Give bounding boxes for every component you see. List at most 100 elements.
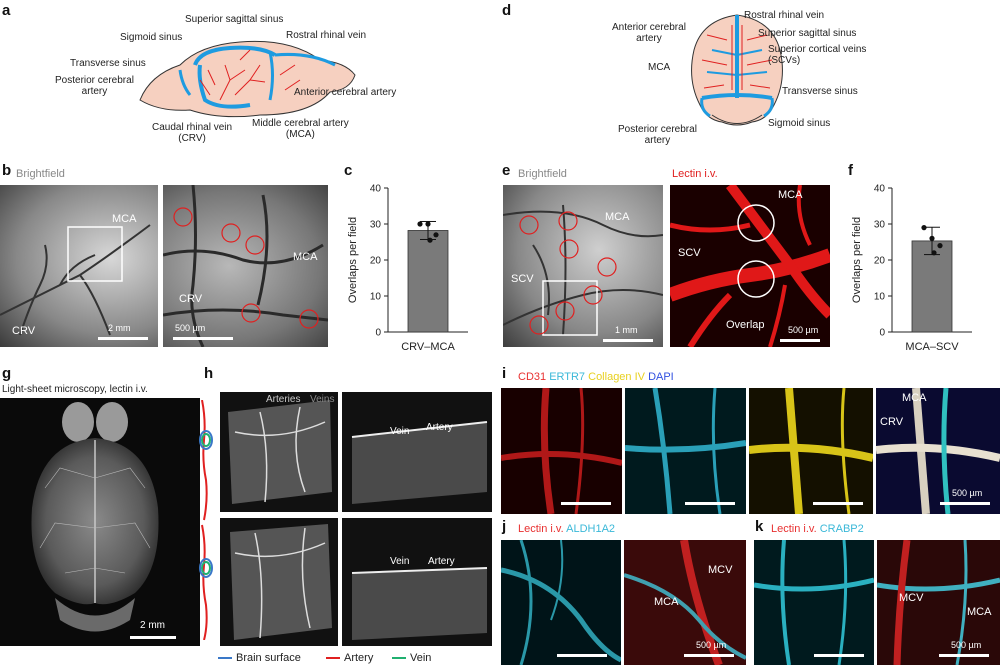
lateral-brain-diagram xyxy=(139,40,356,118)
k-scalebar-2 xyxy=(939,654,989,657)
b-crv-right: CRV xyxy=(179,293,203,305)
k-mca: MCA xyxy=(967,606,992,618)
d-anterior-cerebral-artery: Anterior cerebral artery xyxy=(612,22,686,44)
y-tick-label: 10 xyxy=(874,292,886,303)
g-scalebar xyxy=(130,636,176,639)
y-axis-label: Overlaps per field xyxy=(347,217,359,303)
d-superior-sagittal-sinus: Superior sagittal sinus xyxy=(758,28,857,39)
k-crabp2-image xyxy=(754,540,874,665)
e-lectin-image: MCA SCV Overlap 500 µm xyxy=(670,185,830,347)
i-scalebar-2 xyxy=(685,502,735,505)
data-point xyxy=(427,237,433,243)
i-channel-dapi: DAPI xyxy=(648,371,674,383)
i-channel-ertr7: ERTR7 xyxy=(549,371,586,383)
b-scalebar-left xyxy=(98,337,148,340)
a-anterior-cerebral-artery: Anterior cerebral artery xyxy=(294,87,397,98)
a-sigmoid-sinus: Sigmoid sinus xyxy=(120,32,183,43)
h-3d-image-top-right: Vein Artery xyxy=(342,392,492,512)
d-posterior-cerebral-artery: Posterior cerebral artery xyxy=(618,124,697,146)
chart-f: 0 10 20 30 40 MCA–SCV Overlaps per field xyxy=(851,184,972,353)
y-tick-label: 40 xyxy=(874,184,886,195)
a-superior-sagittal-sinus: Superior sagittal sinus xyxy=(185,14,284,25)
y-tick-label: 0 xyxy=(375,328,381,339)
j-scale: 500 µm xyxy=(696,640,727,650)
e-scalebar-left xyxy=(603,339,653,342)
i-cd31-image xyxy=(501,388,622,514)
e-scv-right: SCV xyxy=(678,247,701,259)
h-veins-label: Veins xyxy=(310,394,335,405)
i-channel-legend: CD31 ERTR7 Collagen IV DAPI xyxy=(518,371,674,383)
g-title: Light-sheet microscopy, lectin i.v. xyxy=(2,384,148,395)
panel-d-label: d xyxy=(502,2,512,19)
e-mca-right: MCA xyxy=(778,189,803,201)
a-caudal-rhinal-vein: Caudal rhinal vein (CRV) xyxy=(152,122,233,144)
e-scalebar-right xyxy=(780,339,820,342)
e-lectin-title: Lectin i.v. xyxy=(672,168,718,180)
y-tick-label: 40 xyxy=(370,184,382,195)
i-scale: 500 µm xyxy=(952,488,983,498)
panel-k-label: k xyxy=(755,518,764,535)
panel-h-label: h xyxy=(204,365,214,382)
h-artery-bottom: Artery xyxy=(428,556,455,567)
h-artery-top: Artery xyxy=(426,422,453,433)
panel-g-label: g xyxy=(2,365,12,382)
e-overlap: Overlap xyxy=(726,319,765,331)
b-brightfield-title: Brightfield xyxy=(16,168,65,180)
panel-c-label: c xyxy=(344,162,353,179)
a-posterior-cerebral-artery: Posterior cerebral artery xyxy=(55,75,134,97)
k-scale: 500 µm xyxy=(951,640,982,650)
i-merge-image: MCA CRV 500 µm xyxy=(876,388,1000,514)
g-scale: 2 mm xyxy=(140,620,165,631)
data-point xyxy=(931,250,937,256)
data-point xyxy=(433,232,439,238)
dorsal-brain-diagram xyxy=(691,14,783,126)
k-scalebar-1 xyxy=(814,654,864,657)
panel-f-label: f xyxy=(848,162,853,179)
j-aldh1a2-image xyxy=(501,540,621,665)
a-rostral-rhinal-vein: Rostral rhinal vein xyxy=(286,30,367,41)
k-merge-image: MCV MCA 500 µm xyxy=(877,540,1000,665)
d-sigmoid-sinus: Sigmoid sinus xyxy=(768,118,831,129)
k-crabp2: CRABP2 xyxy=(819,523,864,535)
i-channel-cd31: CD31 xyxy=(518,371,547,383)
b-mca-right: MCA xyxy=(293,251,318,263)
e-mca-left: MCA xyxy=(605,211,630,223)
e-scv-left: SCV xyxy=(511,273,534,285)
j-aldh1a2: ALDH1A2 xyxy=(566,523,616,535)
data-point xyxy=(929,235,935,241)
i-scalebar-3 xyxy=(813,502,863,505)
y-tick-label: 20 xyxy=(370,256,382,267)
legend-vein-swatch xyxy=(392,657,406,659)
b-crv-left: CRV xyxy=(12,325,36,337)
legend-artery: Artery xyxy=(344,652,374,664)
h-3d-image-bottom-left xyxy=(220,518,338,646)
i-scalebar-1 xyxy=(561,502,611,505)
x-category-label: CRV–MCA xyxy=(401,341,455,353)
panel-j-label: j xyxy=(502,518,507,535)
b-scale-right: 500 µm xyxy=(175,323,206,333)
b-scale-left: 2 mm xyxy=(108,323,131,333)
b-scalebar-right xyxy=(173,337,233,340)
d-transverse-sinus: Transverse sinus xyxy=(782,86,858,97)
data-point xyxy=(417,221,423,227)
j-scalebar-1 xyxy=(557,654,607,657)
e-brightfield-image: MCA SCV 1 mm xyxy=(503,185,663,347)
chart-c: 0 10 20 30 40 CRV–MCA Overlaps per field xyxy=(347,184,468,353)
k-lectin: Lectin i.v. xyxy=(771,523,817,535)
y-tick-label: 0 xyxy=(879,328,885,339)
e-brightfield-title: Brightfield xyxy=(518,168,567,180)
i-scalebar-4 xyxy=(940,502,990,505)
k-mcv: MCV xyxy=(899,592,924,604)
panel-e-label: e xyxy=(502,162,511,179)
e-scale-right: 500 µm xyxy=(788,325,819,335)
k-channel-legend: Lectin i.v. CRABP2 xyxy=(771,523,864,535)
y-tick-label: 10 xyxy=(370,292,382,303)
data-point xyxy=(425,221,431,227)
y-axis-label: Overlaps per field xyxy=(851,217,863,303)
j-scalebar-2 xyxy=(684,654,734,657)
panel-i-label: i xyxy=(502,365,507,382)
d-mca: MCA xyxy=(648,62,671,73)
bar xyxy=(407,230,449,333)
j-lectin: Lectin i.v. xyxy=(518,523,564,535)
g-lightsheet-image: 2 mm xyxy=(0,398,200,646)
